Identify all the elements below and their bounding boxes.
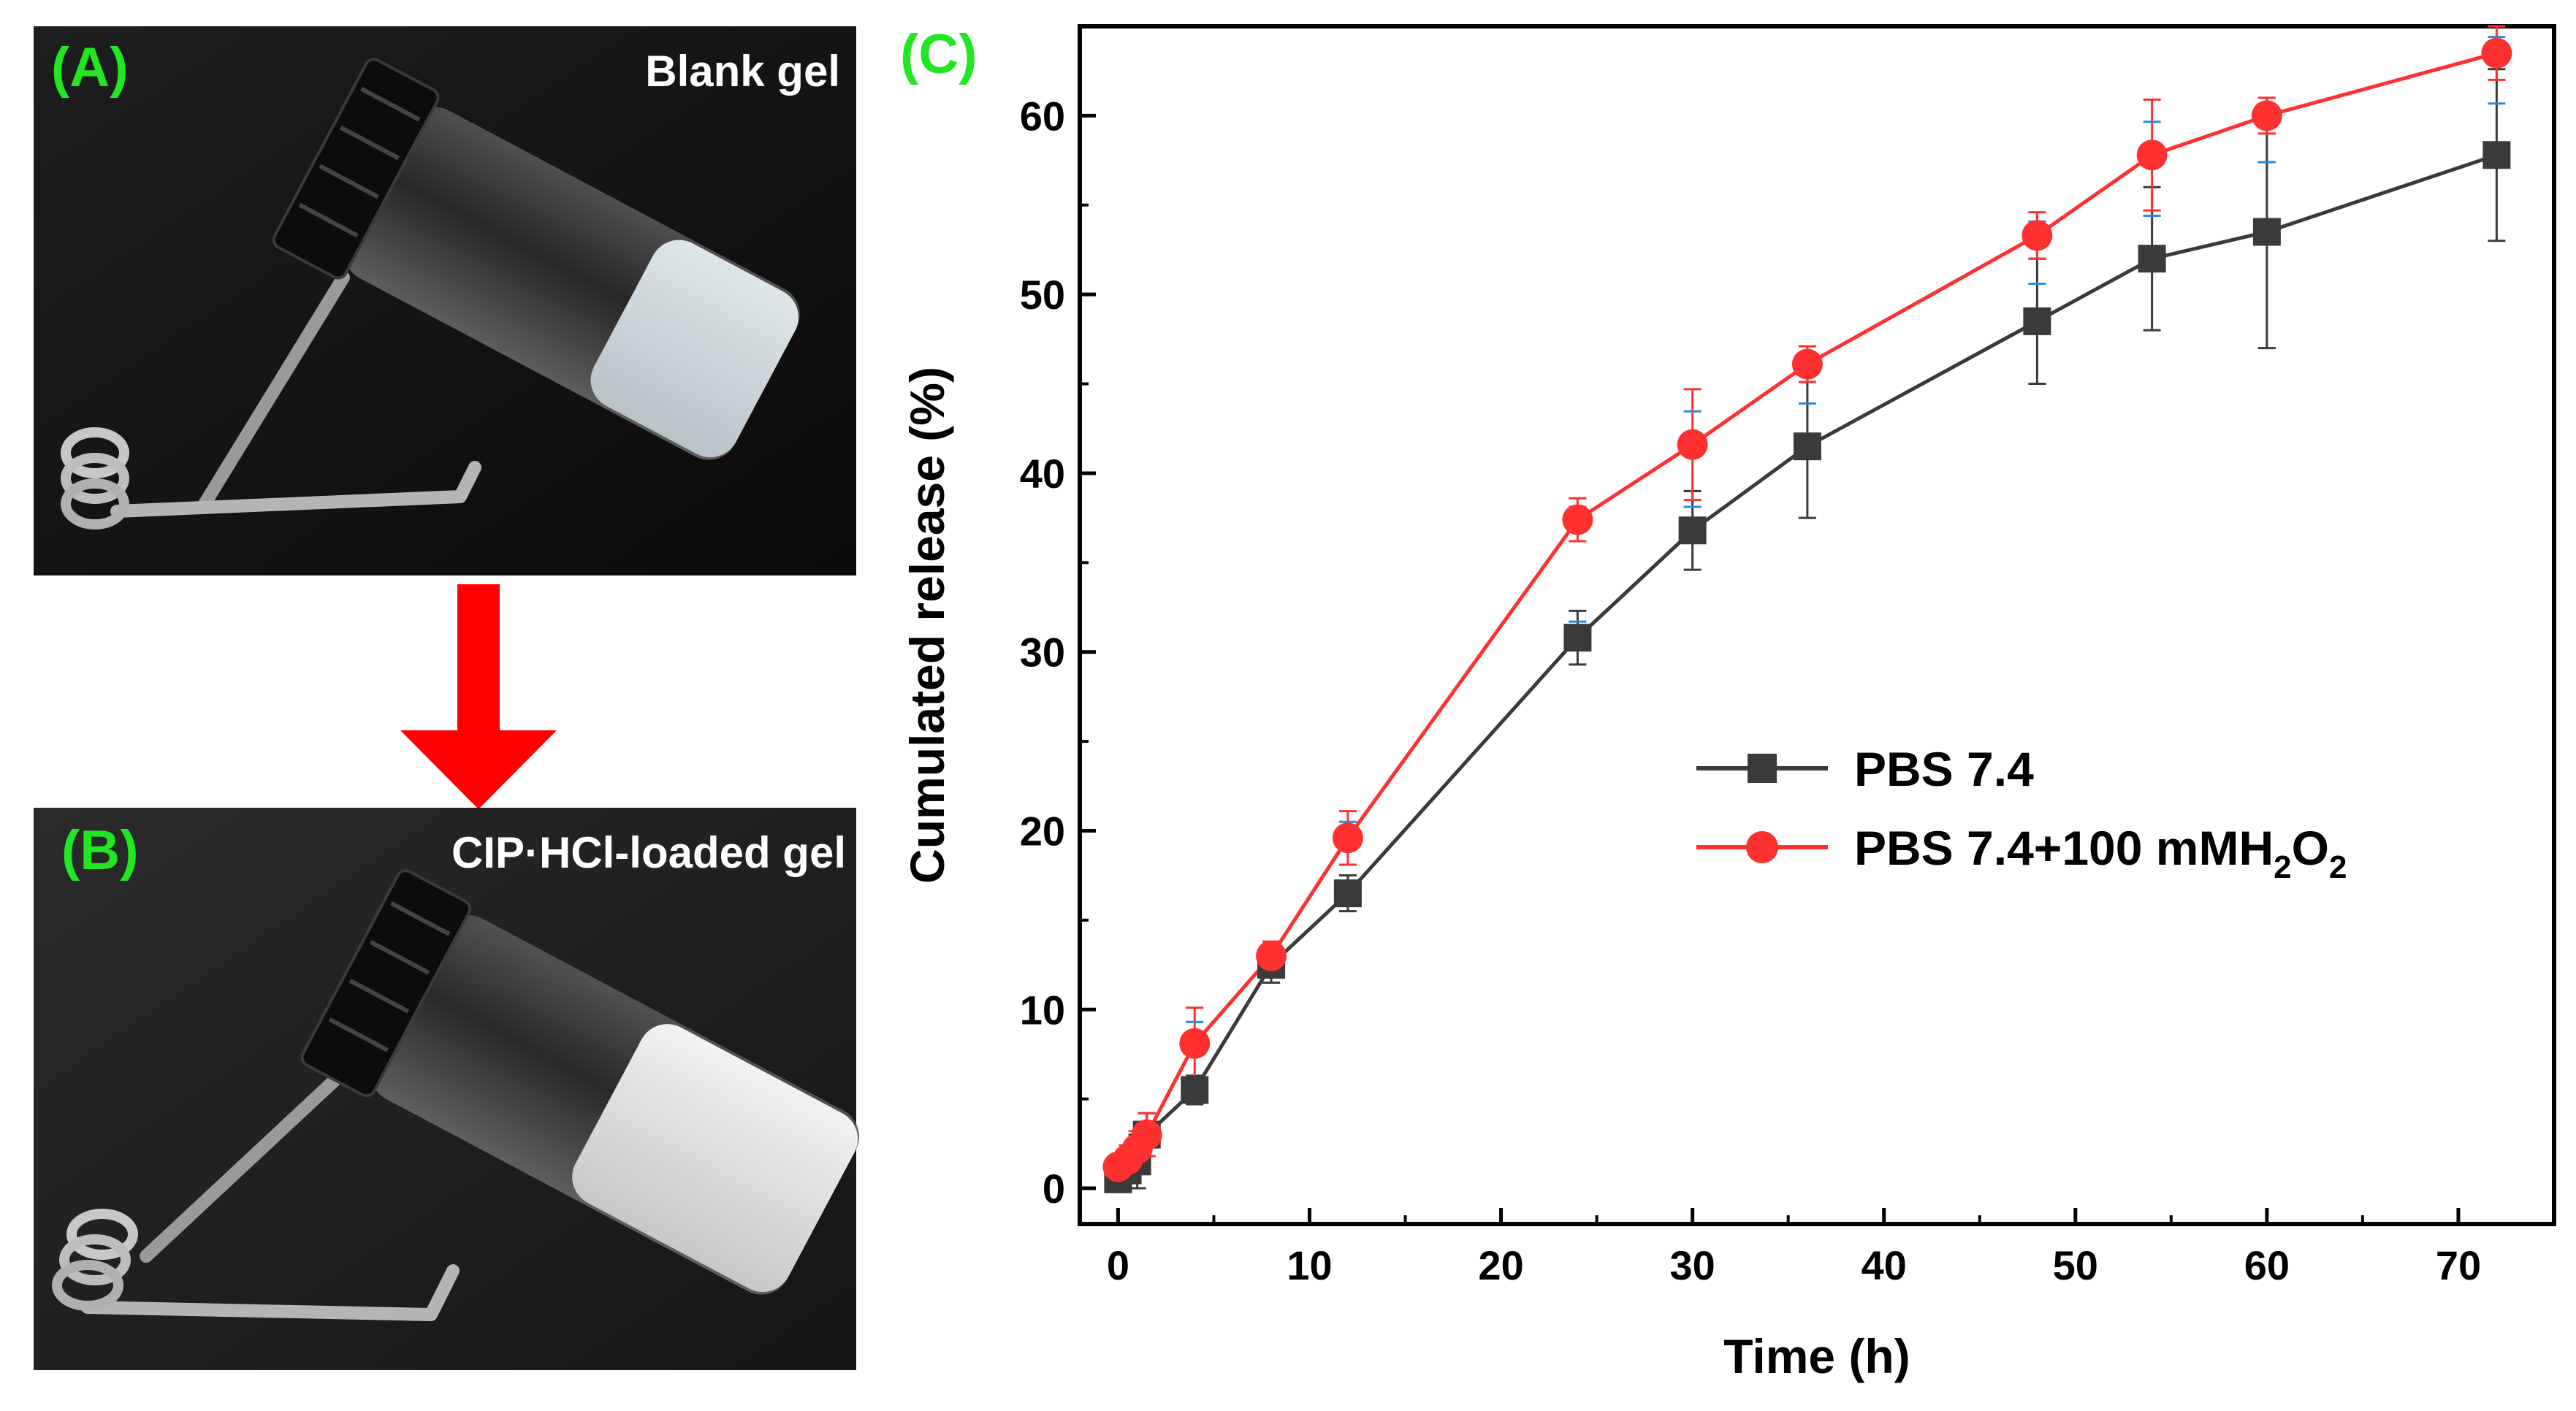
plot-frame bbox=[1078, 24, 2556, 1226]
y-tick-label: 60 bbox=[1020, 93, 1065, 139]
legend-label-pbs: PBS 7.4 bbox=[1854, 742, 2034, 796]
series-line-pbs bbox=[1116, 153, 2498, 1181]
y-tick-label: 10 bbox=[1020, 987, 1065, 1033]
x-tick-label: 30 bbox=[1670, 1242, 1715, 1288]
y-tick-label: 40 bbox=[1020, 451, 1065, 497]
panel-a-caption: Blank gel bbox=[645, 47, 840, 96]
data-point-h2o2 bbox=[1791, 348, 1823, 380]
arrow-head bbox=[400, 730, 557, 809]
data-point-pbs bbox=[1563, 624, 1592, 652]
data-point-h2o2 bbox=[1677, 429, 1708, 460]
x-axis-title: Time (h) bbox=[1723, 1329, 1910, 1383]
data-point-pbs bbox=[1181, 1076, 1209, 1104]
x-tick-label: 20 bbox=[1478, 1242, 1523, 1288]
panel-a-vial-illustration bbox=[61, 58, 800, 529]
data-point-pbs bbox=[1793, 432, 1821, 461]
legend-marker-h2o2 bbox=[1746, 831, 1778, 863]
data-point-h2o2 bbox=[2481, 37, 2512, 69]
panel-b-vial-illustration bbox=[52, 869, 859, 1321]
data-point-h2o2 bbox=[1256, 940, 1287, 971]
data-point-pbs bbox=[2138, 245, 2166, 273]
legend-label-h2o2: PBS 7.4+100 mMH2O2 bbox=[1854, 821, 2347, 885]
series-line-h2o2 bbox=[1116, 51, 2498, 1169]
legend-label-h2o2-sub1: 2 bbox=[2274, 849, 2291, 885]
y-tick-label: 20 bbox=[1020, 808, 1065, 854]
x-tick-label: 0 bbox=[1107, 1242, 1129, 1288]
data-point-h2o2 bbox=[2136, 139, 2168, 171]
panel-b: (B) CIP·HCl-loaded gel bbox=[34, 808, 859, 1370]
data-point-h2o2 bbox=[1179, 1028, 1211, 1059]
legend-label-h2o2-sub2: 2 bbox=[2329, 849, 2347, 885]
panel-c: (C) 0 10 20 30 40 50 60 70 0 10 20 30 40 50 60 Time (h… bbox=[900, 23, 2556, 1383]
data-point-h2o2 bbox=[1562, 504, 1593, 535]
x-tick-label: 70 bbox=[2436, 1242, 2481, 1288]
data-point-h2o2 bbox=[1131, 1119, 1162, 1150]
arrow-shaft bbox=[457, 584, 500, 730]
y-tick-label: 30 bbox=[1020, 630, 1065, 676]
data-point-h2o2 bbox=[2251, 100, 2282, 131]
x-tick-label: 60 bbox=[2244, 1242, 2290, 1288]
panel-c-label: (C) bbox=[900, 23, 978, 85]
legend: PBS 7.4 PBS 7.4+100 mMH2O2 bbox=[1696, 742, 2347, 885]
y-axis-title: Cumulated release (%) bbox=[900, 367, 954, 884]
legend-marker-pbs bbox=[1748, 754, 1777, 783]
data-point-pbs bbox=[2482, 141, 2511, 169]
x-tick-label: 10 bbox=[1287, 1242, 1332, 1288]
panel-b-caption: CIP·HCl-loaded gel bbox=[451, 828, 846, 877]
data-point-h2o2 bbox=[2021, 220, 2053, 251]
data-point-pbs bbox=[1678, 516, 1707, 545]
panel-a: (A) Blank gel bbox=[34, 26, 856, 576]
x-tick-label: 50 bbox=[2053, 1242, 2098, 1288]
y-tick-label: 50 bbox=[1020, 272, 1065, 318]
data-point-pbs bbox=[2252, 218, 2281, 246]
release-chart: 0 10 20 30 40 50 60 70 0 10 20 30 40 50 60 Time (h) Cu… bbox=[900, 24, 2556, 1383]
y-tick-label: 0 bbox=[1043, 1166, 1065, 1212]
data-point-pbs bbox=[2023, 307, 2051, 335]
legend-label-h2o2-mid: O bbox=[2292, 821, 2329, 875]
legend-label-h2o2-main: PBS 7.4+100 mMH bbox=[1854, 821, 2274, 875]
panel-a-label: (A) bbox=[51, 37, 129, 99]
panel-b-label: (B) bbox=[61, 819, 139, 882]
data-point-h2o2 bbox=[1332, 822, 1363, 854]
data-point-pbs bbox=[1333, 879, 1362, 908]
transition-arrow bbox=[400, 584, 557, 809]
x-tick-label: 40 bbox=[1861, 1242, 1907, 1288]
